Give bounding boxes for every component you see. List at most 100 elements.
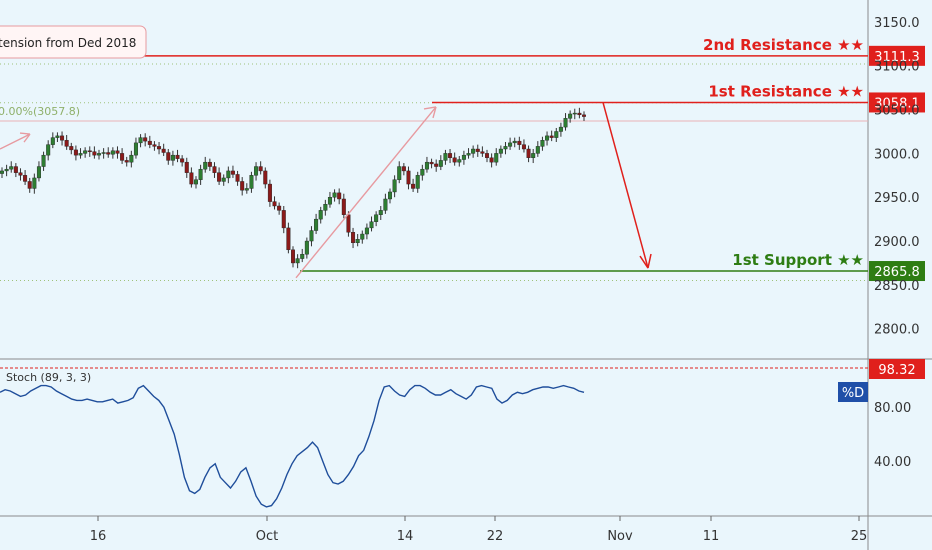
candle-body [226, 170, 231, 179]
candle-body [457, 159, 462, 163]
candle-body [286, 227, 291, 251]
level-label: 1st Resistance ★★ [708, 82, 864, 100]
candle-body [438, 160, 443, 167]
candle-body [175, 154, 180, 159]
y-tick-label: 2850.0 [874, 279, 920, 294]
projection-arrow-line [602, 102, 649, 269]
candle-body [346, 214, 351, 233]
stoch-level-tag-text: 98.32 [878, 363, 915, 378]
candle-body [147, 140, 152, 145]
candle-body [244, 188, 249, 191]
x-tick-label: Nov [607, 529, 633, 544]
y-tick-label: 3000.0 [874, 147, 920, 162]
candle-body [411, 183, 416, 189]
candle-body [531, 153, 536, 158]
candle-body [521, 144, 526, 150]
candle-body [83, 150, 88, 154]
candle-body [78, 153, 83, 156]
candle-body [314, 218, 319, 231]
candle-body [207, 161, 212, 167]
candle-body [517, 140, 522, 145]
candle-body [120, 153, 125, 161]
candle-body [281, 210, 286, 229]
candle-body [415, 175, 420, 189]
level-price-tag [869, 261, 925, 282]
candle-body [50, 137, 55, 145]
candle-body [291, 249, 296, 264]
candle-body [318, 210, 323, 220]
candle-body [392, 179, 397, 193]
x-tick-label: 11 [703, 529, 720, 544]
candle-body [327, 197, 332, 205]
stoch-d-badge-text: %D [842, 386, 864, 401]
candle-body [341, 198, 346, 215]
candle-body [466, 153, 471, 156]
stoch-y-tick-label: 40.00 [874, 455, 911, 470]
y-tick-label: 2900.0 [874, 235, 920, 250]
candle-body [13, 166, 18, 173]
candle-body [378, 210, 383, 215]
candle-body [309, 230, 314, 242]
annotation-callout[interactable]: tension from Ded 2018 [0, 25, 147, 59]
candle-body [189, 172, 194, 185]
candle-body [198, 168, 203, 180]
candle-body [489, 157, 494, 163]
candle-body [295, 258, 300, 264]
candle-body [549, 135, 554, 138]
candle-body [448, 153, 453, 158]
candle-body [572, 112, 577, 115]
candle-body [277, 205, 282, 211]
candle-body [526, 148, 531, 158]
candle-body [18, 172, 23, 176]
candle-body [110, 150, 115, 155]
stoch-level-tag: 98.32 [869, 359, 925, 379]
level-price-tag [869, 45, 925, 66]
candles-layer [0, 107, 587, 269]
candle-body [401, 166, 406, 172]
level-label: 2nd Resistance ★★ [703, 36, 864, 54]
candle-body [563, 118, 568, 128]
candle-body [96, 153, 101, 156]
stoch-line [0, 384, 585, 508]
candle-body [55, 135, 60, 138]
candle-body [129, 154, 134, 163]
candle-body [161, 148, 166, 153]
candle-body [374, 214, 379, 222]
y-tick-label: 2950.0 [874, 191, 920, 206]
candle-body [471, 148, 476, 154]
candle-body [304, 240, 309, 255]
candle-body [475, 148, 480, 152]
rising-arrow-line [295, 106, 437, 279]
candle-body [263, 170, 268, 185]
candle-body [452, 157, 457, 163]
candle-body [383, 198, 388, 211]
candle-body [498, 148, 503, 154]
candle-body [568, 113, 573, 119]
x-tick-label: 14 [397, 529, 414, 544]
candle-body [203, 161, 208, 170]
level-price-tag [869, 92, 925, 113]
stoch-d-badge[interactable]: %D [838, 382, 868, 402]
candle-body [230, 170, 235, 175]
candle-body [36, 166, 41, 179]
candle-body [64, 140, 69, 147]
candle-body [429, 161, 434, 165]
level-price-tag-text: 3058.1 [874, 96, 920, 111]
candle-body [397, 166, 402, 180]
candle-body [332, 192, 337, 198]
candle-body [254, 166, 259, 176]
projection-arrow-head [639, 253, 652, 269]
arrows-layer [0, 102, 652, 279]
candle-body [434, 163, 439, 167]
level-price-tag-text: 3111.3 [874, 50, 920, 65]
candle-body [217, 172, 222, 182]
candle-body [351, 232, 356, 244]
candle-body [558, 126, 563, 132]
candle-body [170, 154, 175, 161]
left-arrow-head [19, 132, 31, 143]
candle-body [23, 175, 28, 182]
candle-body [73, 149, 78, 156]
candle-body [32, 177, 37, 189]
